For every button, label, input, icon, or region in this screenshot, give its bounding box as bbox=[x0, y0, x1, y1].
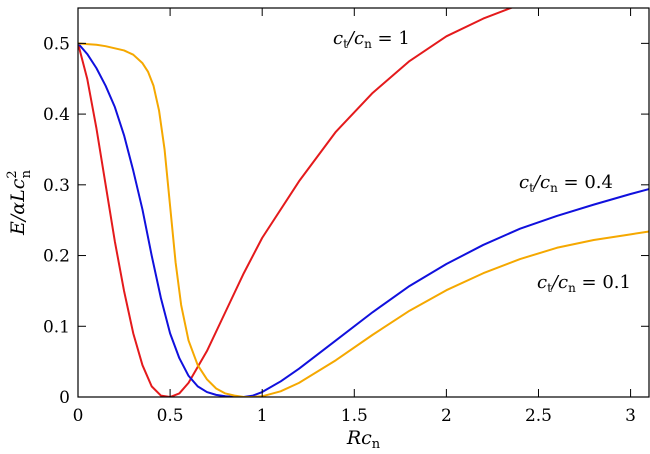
series-line-0 bbox=[78, 8, 514, 397]
y-tick-label: 0.1 bbox=[43, 317, 70, 337]
x-tick-label: 2 bbox=[441, 406, 452, 426]
ticks-layer: 0 0.5 1 1.5 2 2.5 3 0 0.1 0.2 0.3 0.4 0.5 bbox=[43, 8, 649, 426]
series-annotation-1: ct/cn = 0.4 bbox=[519, 172, 613, 195]
x-tick-label: 2.5 bbox=[525, 406, 552, 426]
y-tick-label: 0 bbox=[59, 388, 70, 408]
x-tick-label: 0.5 bbox=[157, 406, 184, 426]
x-axis-label: Rcn bbox=[346, 427, 381, 452]
series-annotation-0: ct/cn = 1 bbox=[333, 28, 410, 51]
x-tick-label: 1.5 bbox=[341, 406, 368, 426]
x-tick-label: 3 bbox=[625, 406, 636, 426]
series-annotation-2: ct/cn = 0.1 bbox=[537, 272, 631, 295]
y-tick-label: 0.5 bbox=[43, 34, 70, 54]
labels-layer: Rcn E/αLc2n ct/cn = 1 ct/cn = 0.4 ct/cn = 0.… bbox=[5, 28, 631, 452]
x-tick-label: 1 bbox=[257, 406, 268, 426]
y-tick-label: 0.3 bbox=[43, 176, 70, 196]
series-line-1 bbox=[78, 42, 650, 397]
y-tick-label: 0.4 bbox=[43, 105, 70, 125]
y-tick-label: 0.2 bbox=[43, 247, 70, 267]
series-line-2 bbox=[78, 42, 650, 397]
series-layer bbox=[78, 8, 650, 397]
x-tick-label: 0 bbox=[73, 406, 84, 426]
y-axis-label: E/αLc2n bbox=[5, 169, 34, 236]
plot-frame bbox=[77, 7, 650, 398]
